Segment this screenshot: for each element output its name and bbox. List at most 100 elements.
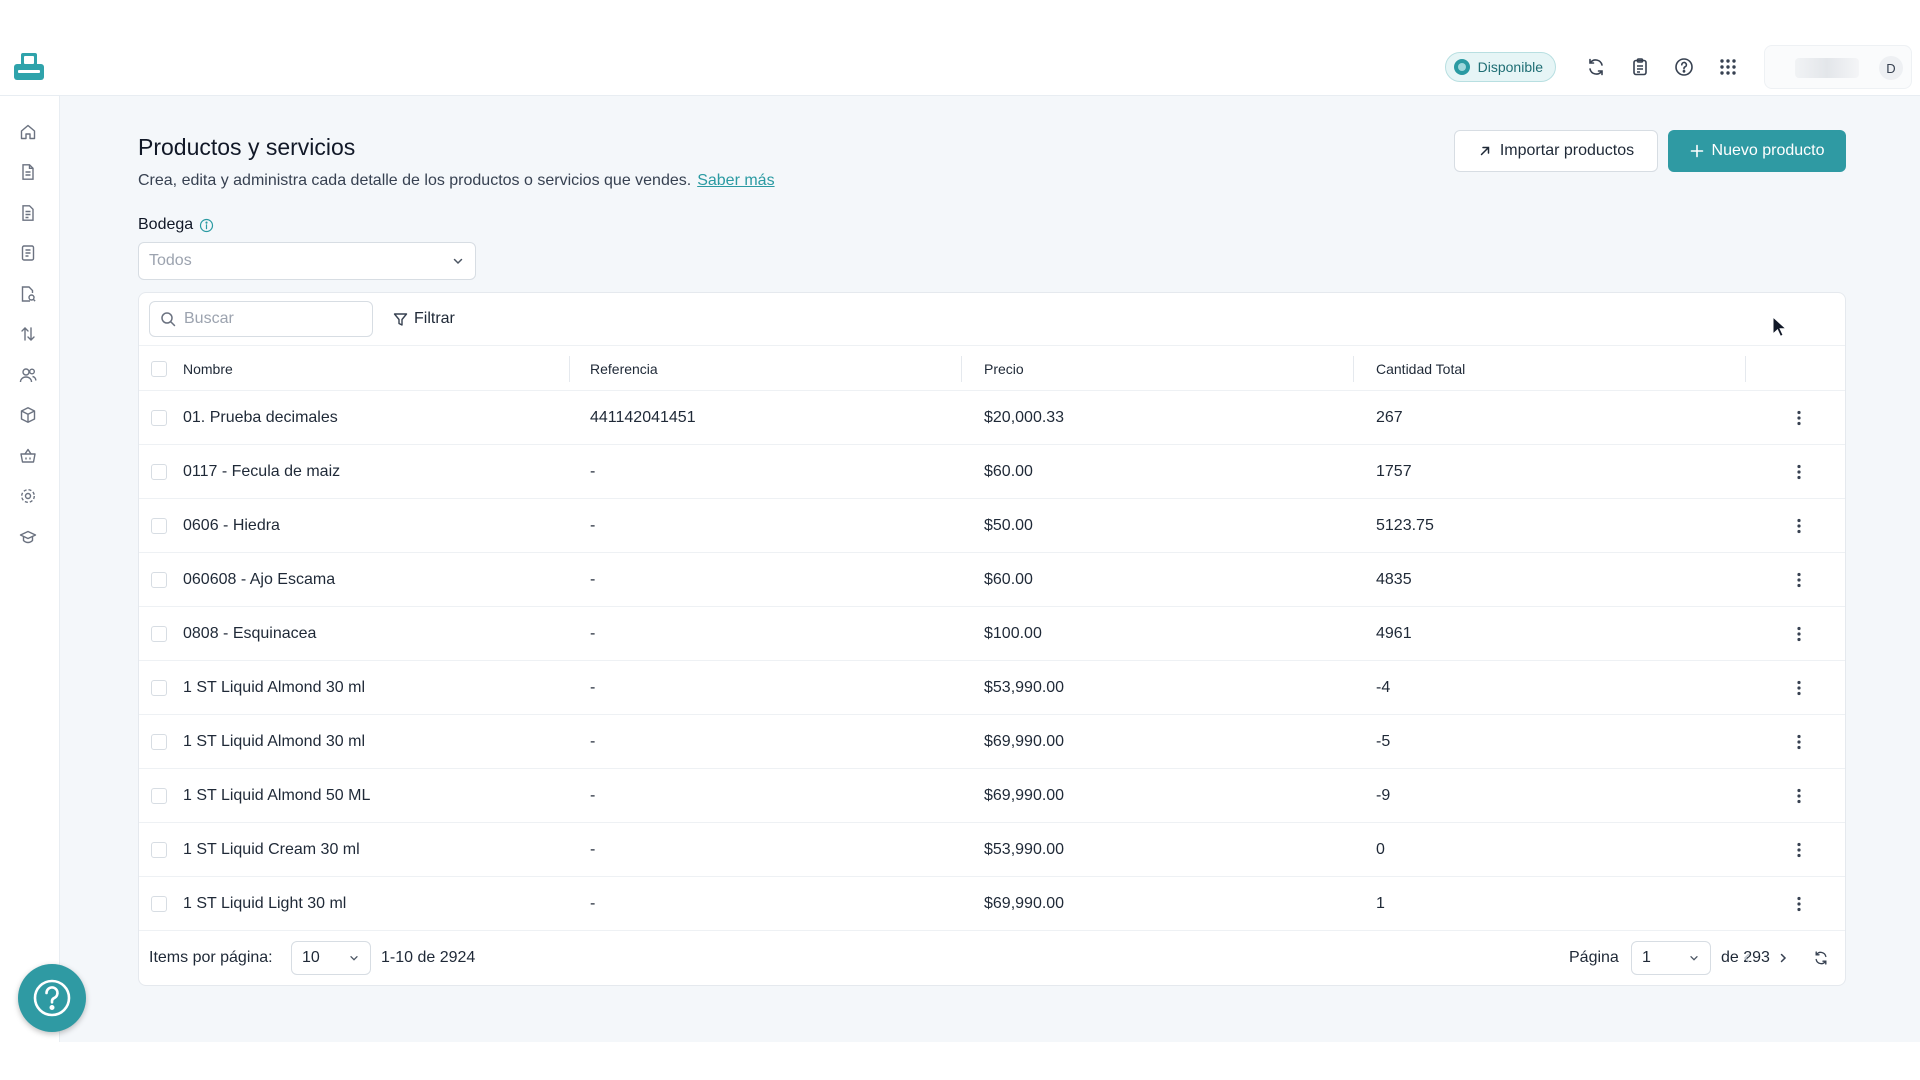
cell-referencia: -	[590, 787, 596, 804]
page-select-value: 1	[1642, 949, 1651, 966]
filter-button[interactable]: Filtrar	[393, 301, 455, 337]
table-row[interactable]: 0606 - Hiedra - $50.00 5123.75	[139, 499, 1845, 553]
cell-cantidad: -9	[1376, 787, 1391, 804]
graduation-cap-icon[interactable]	[18, 527, 38, 547]
column-header-nombre[interactable]: Nombre	[183, 361, 233, 377]
document-icon[interactable]	[18, 162, 38, 182]
main-content: Productos y servicios Crea, edita y admi…	[60, 96, 1920, 1042]
table-row[interactable]: 1 ST Liquid Almond 30 ml - $69,990.00 -5	[139, 715, 1845, 769]
row-checkbox[interactable]	[151, 680, 167, 696]
table-row[interactable]: 0808 - Esquinacea - $100.00 4961	[139, 607, 1845, 661]
cell-cantidad: 0	[1376, 841, 1385, 858]
row-checkbox[interactable]	[151, 572, 167, 588]
page-subtitle: Crea, edita y administra cada detalle de…	[138, 172, 775, 190]
row-checkbox[interactable]	[151, 788, 167, 804]
home-icon[interactable]	[18, 122, 38, 142]
page-label: Página	[1569, 949, 1619, 966]
cell-nombre: 1 ST Liquid Light 30 ml	[183, 895, 347, 912]
row-actions-kebab-icon[interactable]	[1789, 391, 1809, 445]
table-row[interactable]: 060608 - Ajo Escama - $60.00 4835	[139, 553, 1845, 607]
bodega-label-text: Bodega	[138, 216, 194, 233]
column-header-precio[interactable]: Precio	[984, 361, 1024, 377]
cell-cantidad: 5123.75	[1376, 517, 1434, 534]
reload-icon[interactable]	[1811, 948, 1831, 968]
apps-grid-icon[interactable]	[1717, 56, 1739, 78]
chevron-left-icon[interactable]	[1737, 948, 1757, 968]
help-circle-icon[interactable]	[1673, 56, 1695, 78]
row-actions-kebab-icon[interactable]	[1789, 661, 1809, 715]
column-header-cantidad[interactable]: Cantidad Total	[1376, 361, 1466, 377]
status-badge[interactable]: Disponible	[1444, 52, 1556, 82]
gear-icon[interactable]	[18, 486, 38, 506]
cell-referencia: -	[590, 841, 596, 858]
table-row[interactable]: 0117 - Fecula de maiz - $60.00 1757	[139, 445, 1845, 499]
search-input[interactable]	[184, 310, 354, 328]
cell-cantidad: 1757	[1376, 463, 1412, 480]
row-actions-kebab-icon[interactable]	[1789, 877, 1809, 931]
column-header-referencia[interactable]: Referencia	[590, 361, 658, 377]
items-per-page-label: Items por página:	[149, 949, 273, 966]
chevron-down-icon	[1690, 956, 1698, 961]
cell-cantidad: 4835	[1376, 571, 1412, 588]
column-divider	[569, 356, 570, 382]
transfer-icon[interactable]	[18, 324, 38, 344]
search-box	[149, 301, 373, 337]
row-actions-kebab-icon[interactable]	[1789, 553, 1809, 607]
cell-precio: $69,990.00	[984, 787, 1065, 804]
cell-precio: $100.00	[984, 625, 1042, 642]
cell-precio: $69,990.00	[984, 895, 1065, 912]
cell-precio: $50.00	[984, 517, 1033, 534]
filter-label: Filtrar	[414, 310, 455, 327]
row-checkbox[interactable]	[151, 734, 167, 750]
box-icon[interactable]	[18, 405, 38, 425]
clipboard-icon[interactable]	[1629, 56, 1651, 78]
table-row[interactable]: 1 ST Liquid Light 30 ml - $69,990.00 1	[139, 877, 1845, 931]
row-checkbox[interactable]	[151, 842, 167, 858]
basket-icon[interactable]	[18, 446, 38, 466]
row-actions-kebab-icon[interactable]	[1789, 445, 1809, 499]
page-select[interactable]: 1	[1631, 941, 1711, 975]
bottom-margin	[0, 1042, 1920, 1080]
import-products-button[interactable]: Importar productos	[1454, 130, 1658, 172]
help-chat-button[interactable]	[18, 964, 86, 1032]
items-per-page-value: 10	[302, 949, 320, 966]
learn-more-link[interactable]: Saber más	[697, 172, 775, 189]
new-product-button[interactable]: Nuevo producto	[1668, 130, 1846, 172]
row-actions-kebab-icon[interactable]	[1789, 607, 1809, 661]
users-icon[interactable]	[18, 365, 38, 385]
cell-cantidad: -5	[1376, 733, 1391, 750]
user-menu[interactable]: D	[1764, 45, 1912, 89]
row-actions-kebab-icon[interactable]	[1789, 769, 1809, 823]
logo-icon[interactable]	[12, 50, 46, 82]
bodega-select[interactable]: Todos	[138, 242, 476, 280]
row-actions-kebab-icon[interactable]	[1789, 823, 1809, 877]
row-actions-kebab-icon[interactable]	[1789, 499, 1809, 553]
refresh-icon[interactable]	[1585, 56, 1607, 78]
cell-referencia: -	[590, 679, 596, 696]
cell-nombre: 01. Prueba decimales	[183, 409, 338, 426]
row-select-cell	[151, 661, 167, 715]
cell-precio: $69,990.00	[984, 733, 1065, 750]
row-checkbox[interactable]	[151, 626, 167, 642]
table-row[interactable]: 01. Prueba decimales 441142041451 $20,000.…	[139, 391, 1845, 445]
receipt-icon[interactable]	[18, 243, 38, 263]
table-row[interactable]: 1 ST Liquid Almond 30 ml - $53,990.00 -4	[139, 661, 1845, 715]
items-per-page-select[interactable]: 10	[291, 941, 371, 975]
column-divider	[1353, 356, 1354, 382]
row-select-cell	[151, 607, 167, 661]
table-row[interactable]: 1 ST Liquid Cream 30 ml - $53,990.00 0	[139, 823, 1845, 877]
table-row[interactable]: 1 ST Liquid Almond 50 ML - $69,990.00 -9	[139, 769, 1845, 823]
row-actions-kebab-icon[interactable]	[1789, 715, 1809, 769]
row-checkbox[interactable]	[151, 518, 167, 534]
file-search-icon[interactable]	[18, 284, 38, 304]
cell-referencia: -	[590, 463, 596, 480]
row-checkbox[interactable]	[151, 464, 167, 480]
row-checkbox[interactable]	[151, 896, 167, 912]
info-icon[interactable]	[199, 218, 214, 233]
row-checkbox[interactable]	[151, 410, 167, 426]
chevron-right-icon[interactable]	[1773, 948, 1793, 968]
select-all-checkbox[interactable]	[151, 361, 167, 377]
cell-precio: $60.00	[984, 571, 1033, 588]
invoice-icon[interactable]	[18, 203, 38, 223]
cell-precio: $53,990.00	[984, 679, 1065, 696]
